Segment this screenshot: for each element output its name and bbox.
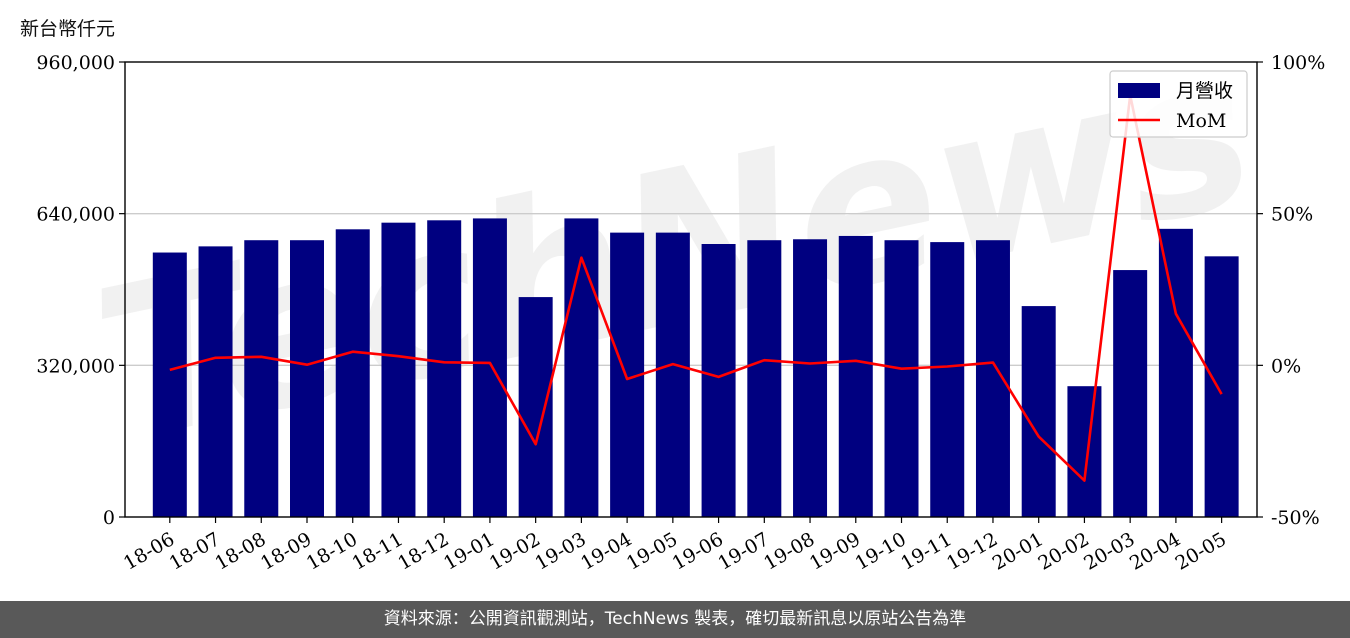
mom-line bbox=[169, 94, 1223, 482]
x-tick-label: 18-07 bbox=[166, 528, 224, 574]
bar-18-11 bbox=[381, 222, 416, 517]
y-right-tick-label: -50% bbox=[1271, 507, 1320, 529]
bar-18-08 bbox=[244, 240, 279, 518]
x-tick-label: 18-10 bbox=[303, 528, 361, 574]
y-right-tick-label: 0% bbox=[1271, 355, 1301, 377]
legend: 月營收 MoM bbox=[1109, 70, 1248, 138]
x-tick-label: 18-08 bbox=[211, 528, 269, 574]
bar-19-06 bbox=[701, 244, 736, 517]
bar-19-08 bbox=[793, 239, 828, 517]
x-tick-label: 19-06 bbox=[669, 528, 727, 574]
x-tick-label: 19-01 bbox=[440, 528, 498, 574]
x-tick-label: 19-11 bbox=[897, 528, 955, 574]
x-tick-label: 20-03 bbox=[1080, 528, 1138, 574]
bar-19-09 bbox=[838, 235, 873, 518]
y-axis-unit-label: 新台幣仟元 bbox=[20, 18, 116, 40]
bar-18-10 bbox=[335, 229, 370, 517]
bar-18-06 bbox=[152, 252, 187, 517]
x-tick-label: 18-12 bbox=[394, 528, 452, 574]
legend-label-mom: MoM bbox=[1176, 110, 1226, 132]
bar-19-12 bbox=[975, 240, 1010, 518]
x-tick-label: 18-09 bbox=[257, 528, 315, 574]
x-tick-label: 19-10 bbox=[852, 528, 910, 574]
x-tick-label: 18-06 bbox=[120, 528, 178, 574]
bar-19-07 bbox=[747, 240, 782, 518]
legend-swatch-revenue bbox=[1118, 83, 1160, 98]
bar-20-02 bbox=[1067, 386, 1102, 517]
x-tick-label: 19-02 bbox=[486, 528, 544, 574]
y-left-tick-label: 320,000 bbox=[36, 355, 115, 377]
x-tick-label: 19-04 bbox=[577, 528, 635, 574]
y-left-tick-label: 0 bbox=[103, 507, 115, 529]
mom-line-series bbox=[169, 94, 1223, 482]
x-tick-label: 19-12 bbox=[943, 528, 1001, 574]
bar-20-04 bbox=[1158, 228, 1193, 518]
bar-18-12 bbox=[427, 220, 462, 518]
y-left-tick-label: 960,000 bbox=[36, 52, 115, 74]
y-right-tick-label: 100% bbox=[1271, 52, 1325, 74]
bar-19-10 bbox=[884, 240, 919, 518]
x-tick-label: 19-08 bbox=[760, 528, 818, 574]
x-tick-label: 20-05 bbox=[1172, 528, 1230, 574]
y-right-tick-label: 50% bbox=[1271, 204, 1313, 226]
x-tick-label: 19-05 bbox=[623, 528, 681, 574]
bar-19-11 bbox=[930, 242, 965, 517]
chart: TechNews 0320,000640,000960,000-50%0%50%… bbox=[36, 8, 1325, 575]
plot-frame bbox=[124, 61, 1258, 518]
x-tick-label: 19-07 bbox=[714, 528, 772, 574]
bar-19-03 bbox=[564, 218, 599, 517]
x-tick-label: 18-11 bbox=[349, 528, 407, 574]
revenue-bars bbox=[152, 218, 1239, 518]
x-tick-label: 20-04 bbox=[1126, 528, 1184, 574]
x-tick-label: 20-01 bbox=[989, 528, 1047, 574]
bar-20-03 bbox=[1113, 270, 1148, 517]
bar-20-05 bbox=[1204, 256, 1239, 517]
x-tick-label: 20-02 bbox=[1034, 528, 1092, 574]
legend-label-revenue: 月營收 bbox=[1176, 80, 1233, 102]
bar-18-09 bbox=[290, 240, 325, 518]
footer-source-note: 資料來源：公開資訊觀測站，TechNews 製表，確切最新訊息以原站公告為準 bbox=[0, 601, 1350, 638]
y-left-tick-label: 640,000 bbox=[36, 204, 115, 226]
bar-20-01 bbox=[1021, 306, 1056, 517]
x-tick-label: 19-03 bbox=[531, 528, 589, 574]
bar-19-05 bbox=[655, 232, 690, 517]
bar-18-07 bbox=[198, 246, 233, 517]
bar-19-02 bbox=[518, 297, 553, 517]
bar-19-01 bbox=[472, 218, 507, 517]
x-tick-label: 19-09 bbox=[806, 528, 864, 574]
